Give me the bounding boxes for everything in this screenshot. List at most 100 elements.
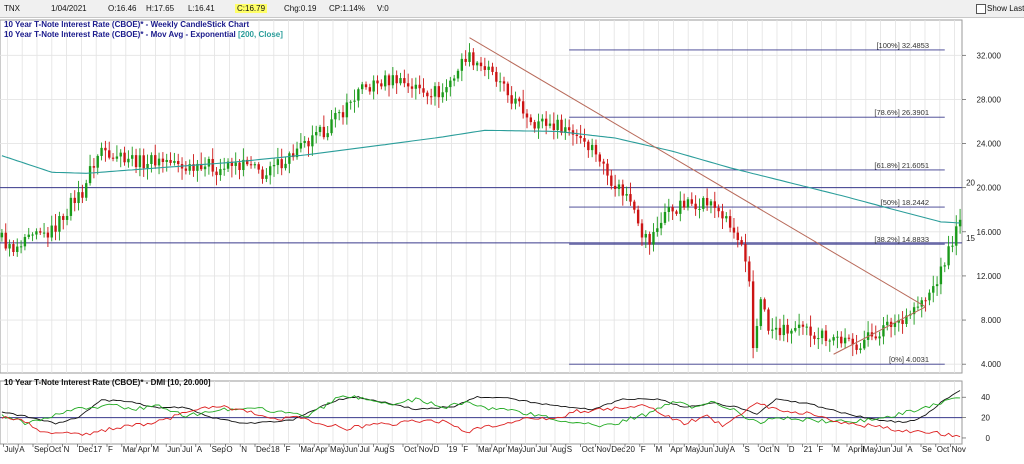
candle-body [625, 194, 628, 196]
candle-body [587, 141, 590, 151]
candle-body [790, 330, 793, 334]
candle-body [636, 209, 640, 224]
x-tick-label: D [434, 445, 440, 454]
y-tick-label: 20.000 [977, 184, 1002, 193]
candle-body [456, 70, 460, 79]
candle-body [0, 232, 4, 238]
candle-body [31, 234, 34, 236]
x-tick-label: Jun [700, 445, 713, 454]
candle-body [521, 101, 525, 114]
candle-body [108, 150, 111, 158]
y-tick-label: 24.000 [977, 140, 1002, 149]
candle-body [146, 163, 149, 169]
candle-body [755, 326, 759, 349]
checkbox-box[interactable] [976, 4, 986, 14]
candle-body [640, 223, 644, 238]
x-tick-label: N [64, 445, 70, 454]
candle-body [475, 62, 479, 66]
open-label: O:16.46 [108, 4, 137, 13]
candle-body [813, 335, 816, 339]
show-last-checkbox[interactable]: Show Last [976, 3, 1024, 14]
candle-body [50, 225, 53, 238]
candle-body [261, 169, 264, 179]
candle-body [127, 158, 130, 163]
candle-body [905, 315, 908, 324]
candle-body [73, 197, 76, 204]
x-tick-label: Oct [49, 445, 62, 454]
candle-body [702, 197, 705, 209]
fib-level-label: [50%] 18.2442 [881, 198, 929, 207]
x-tick-label: Apr [138, 445, 151, 454]
candle-body [794, 327, 797, 331]
candle-body [602, 161, 605, 164]
candle-body [682, 200, 686, 208]
candle-body [138, 155, 142, 168]
candle-body [437, 86, 441, 98]
candle-body [334, 112, 337, 120]
x-tick-label: Mar [300, 445, 314, 454]
dmi-title: 10 Year T-Note Interest Rate (CBOE)* - D… [4, 378, 211, 387]
candle-body [134, 155, 138, 168]
x-tick-label: Dec [256, 445, 270, 454]
candle-body [315, 132, 318, 136]
x-tick-label: Sep [212, 445, 227, 454]
candle-body [472, 52, 475, 66]
candle-body [410, 86, 414, 89]
dmi-minus-di-line [1, 402, 961, 438]
candle-body [778, 327, 782, 336]
candle-body [920, 300, 923, 307]
x-tick-label: Oct [937, 445, 950, 454]
candle-body [338, 112, 341, 114]
candle-body [529, 117, 533, 123]
x-tick-label: Apr [493, 445, 506, 454]
dmi-y-tick-label: 20 [981, 414, 990, 423]
candle-body [893, 322, 897, 327]
candle-body [62, 216, 65, 220]
candle-body [142, 155, 145, 169]
y-tick-label: 32.000 [977, 51, 1002, 60]
candle-body [560, 119, 563, 133]
candle-body [85, 183, 88, 198]
candle-body [548, 123, 552, 126]
candle-body [786, 324, 789, 334]
candle-body [322, 126, 326, 138]
candle-body [452, 78, 456, 81]
x-tick-label: Jun [878, 445, 891, 454]
candle-body [391, 75, 395, 86]
candle-body [238, 162, 241, 171]
candle-body [150, 155, 153, 164]
x-tick-label: 18 [271, 445, 280, 454]
candle-body [483, 66, 487, 70]
candle-body [514, 98, 517, 104]
candle-body [383, 75, 387, 87]
candle-body [571, 130, 575, 135]
candle-body [295, 148, 299, 158]
candle-body [39, 231, 42, 233]
candle-body [426, 92, 429, 97]
candle-body [498, 81, 502, 83]
x-tick-label: Nov [596, 445, 610, 454]
candle-body [65, 215, 69, 220]
candle-body [364, 84, 368, 88]
candle-body [292, 153, 295, 158]
candle-body [621, 184, 624, 196]
candle-body [4, 232, 7, 249]
candle-body [874, 336, 877, 339]
candle-body [131, 155, 134, 159]
candle-body [644, 233, 647, 238]
candle-body [169, 159, 172, 163]
candle-body [556, 119, 559, 131]
candle-body [725, 216, 728, 219]
candle-body [901, 320, 904, 324]
candle-body [882, 325, 885, 337]
candle-body [8, 244, 11, 249]
candle-body [690, 199, 693, 204]
x-tick-label: O [226, 445, 232, 454]
x-tick-label: S [744, 445, 749, 454]
dmi-plus-di-line [1, 395, 961, 428]
candle-body [564, 127, 567, 133]
show-last-label: Show Last [987, 4, 1024, 13]
candle-body [855, 344, 858, 350]
candle-body [242, 159, 245, 171]
